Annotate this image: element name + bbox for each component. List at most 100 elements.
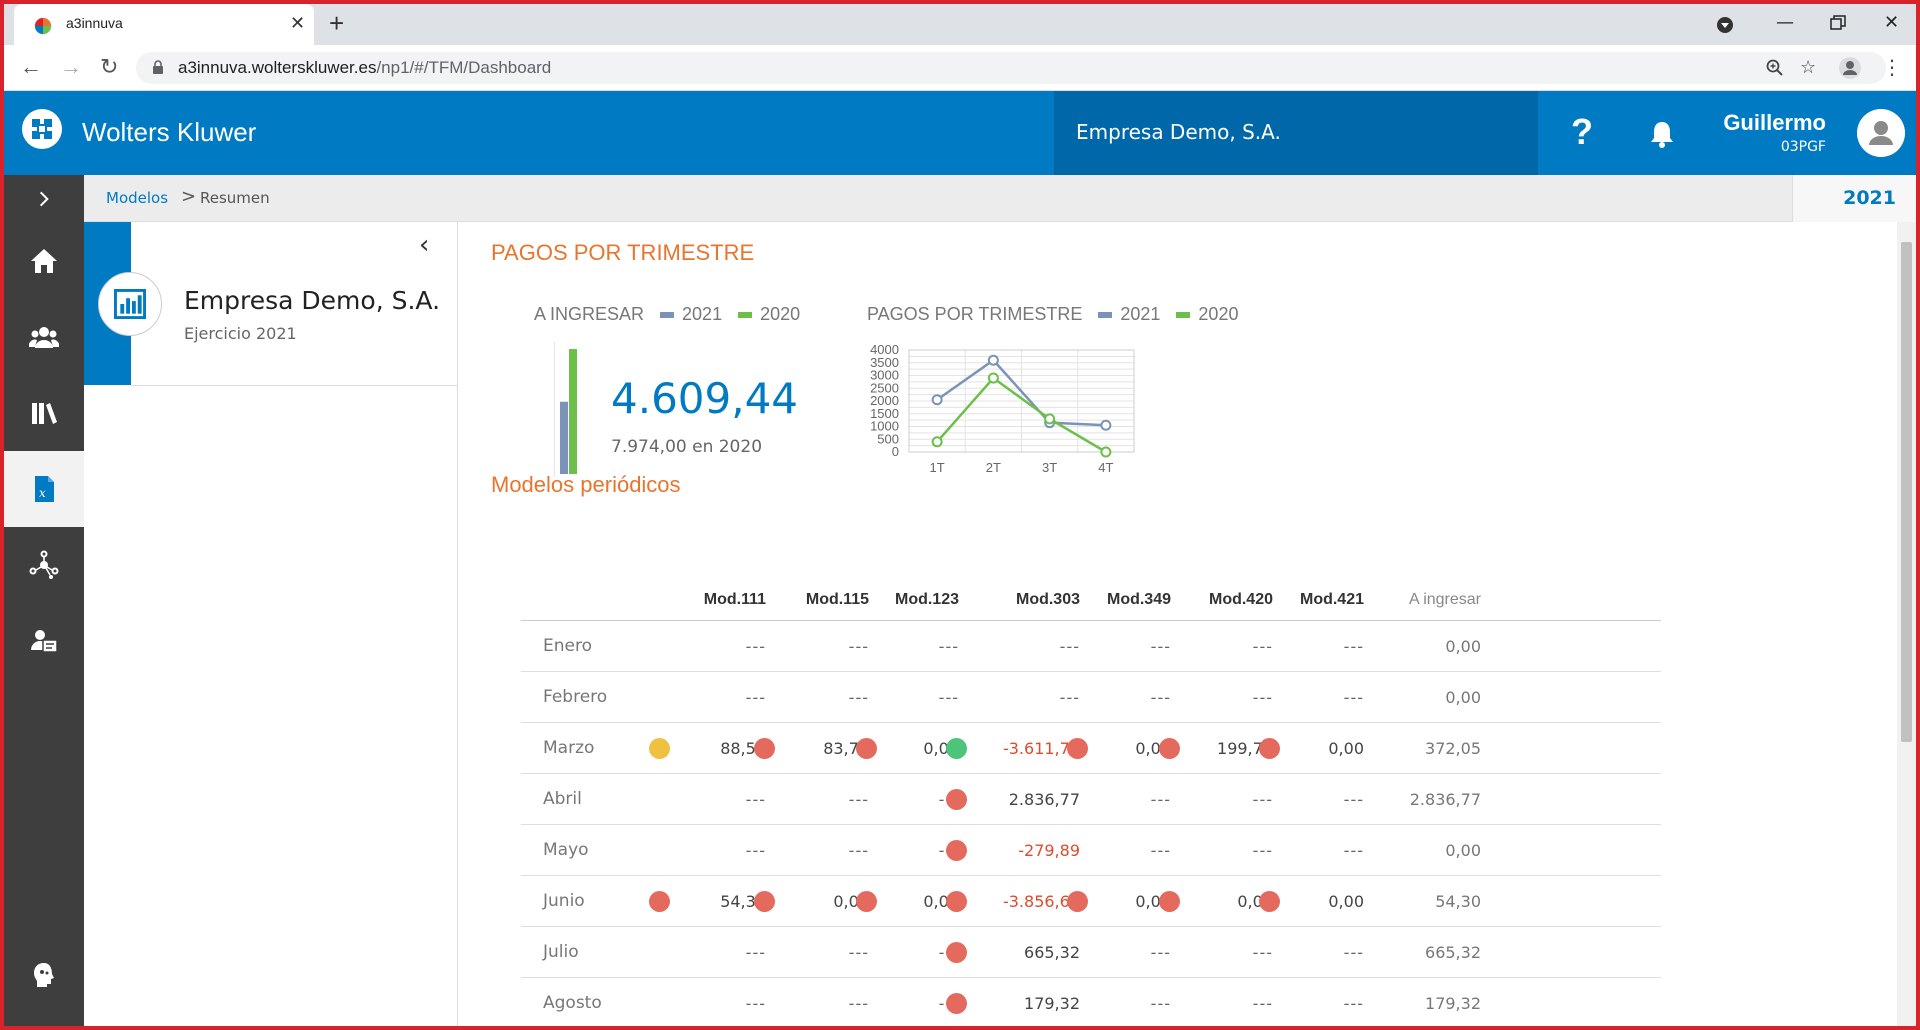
table-row[interactable]: Mayo----------279,89---------0,00 — [521, 825, 1661, 876]
status-dot-red-icon[interactable] — [754, 891, 775, 912]
status-dot-red-icon[interactable] — [946, 891, 967, 912]
status-dot-red-icon[interactable] — [856, 738, 877, 759]
table-row[interactable]: Julio---------665,32---------665,32 — [521, 927, 1661, 978]
month-label: Junio — [543, 891, 585, 911]
minimize-icon[interactable]: — — [1776, 12, 1794, 33]
tab-close-icon[interactable]: ✕ — [290, 13, 306, 34]
browser-tab[interactable]: a3innuva ✕ — [14, 4, 314, 45]
books-icon — [32, 403, 57, 424]
ingresar-previous: 7.974,00 en 2020 — [611, 437, 763, 457]
status-dot-red-icon[interactable] — [856, 891, 877, 912]
y-tick-label: 1500 — [870, 406, 899, 421]
periodic-models-table: Mod.111 Mod.115 Mod.123 Mod.303 Mod.349 Mod.4… — [521, 580, 1661, 1026]
cell-mod115: --- — [848, 942, 869, 962]
cell-mod303: -279,89 — [1018, 840, 1080, 860]
status-dot-red-icon[interactable] — [946, 840, 967, 861]
y-tick-label: 4000 — [870, 342, 899, 357]
table-header: Mod.111 Mod.115 Mod.123 Mod.303 Mod.349 Mod.4… — [521, 580, 1661, 621]
sidebar-item-network[interactable] — [4, 527, 84, 603]
restore-icon[interactable] — [1830, 15, 1846, 31]
contacts-icon — [31, 630, 58, 653]
cell-mod421: --- — [1343, 789, 1364, 809]
cell-mod111: --- — [745, 687, 766, 707]
status-dot-yellow-icon[interactable] — [649, 738, 670, 759]
cell-mod303: 2.836,77 — [1008, 789, 1080, 809]
month-label: Enero — [543, 636, 592, 656]
table-row[interactable]: Marzo 88,50 83,79 0,00 -3.611,77 0,00 199,76 0,… — [521, 723, 1661, 774]
breadcrumb-models-link[interactable]: Modelos — [106, 189, 169, 207]
url-input[interactable]: a3innuva.wolterskluwer.es/np1/#/TFM/Dash… — [136, 52, 1886, 84]
table-row[interactable]: Junio 54,30 0,00 0,00 -3.856,63 0,00 0,00 0,00 5… — [521, 876, 1661, 927]
status-dot-red-icon[interactable] — [946, 942, 967, 963]
column-header-mod303: Mod.303 — [1015, 591, 1080, 608]
breadcrumb-separator-icon: > — [181, 186, 197, 207]
url-text: a3innuva.wolterskluwer.es/np1/#/TFM/Dash… — [178, 58, 551, 78]
table-row[interactable]: Agosto---------179,32---------179,32 — [521, 978, 1661, 1026]
status-dot-red-icon[interactable] — [1067, 738, 1088, 759]
bookmark-star-icon[interactable]: ☆ — [1800, 57, 1817, 78]
zoom-icon[interactable] — [1766, 59, 1784, 77]
back-icon[interactable]: ← — [20, 54, 42, 79]
status-dot-green-icon[interactable] — [946, 738, 967, 759]
scrollbar-thumb[interactable] — [1901, 242, 1912, 742]
forward-icon[interactable]: → — [60, 54, 82, 79]
chevron-right-icon — [39, 191, 49, 207]
reload-icon[interactable]: ↻ — [100, 54, 119, 79]
profile-menu-icon[interactable] — [1716, 16, 1734, 34]
status-dot-red-icon[interactable] — [754, 738, 775, 759]
status-dot-red-icon[interactable] — [1259, 891, 1280, 912]
cell-mod420: --- — [1252, 993, 1273, 1013]
table-row[interactable]: Febrero --- --- --- --- --- --- --- 0,00 — [521, 672, 1661, 723]
cell-a-ingresar: 0,00 — [1445, 687, 1481, 707]
status-dot-red-icon[interactable] — [946, 993, 967, 1014]
cell-mod349: --- — [1150, 942, 1171, 962]
account-icon[interactable] — [1838, 56, 1862, 80]
month-label: Febrero — [543, 687, 608, 707]
sidebar-item-contacts[interactable] — [4, 603, 84, 679]
status-dot-red-icon[interactable] — [1259, 738, 1280, 759]
tab-title: a3innuva — [66, 15, 123, 31]
x-tick-label: 3T — [1042, 460, 1057, 472]
help-icon[interactable]: ? — [1571, 111, 1593, 152]
x-tick-label: 1T — [930, 460, 945, 472]
table-row[interactable]: Enero --- --- --- --- --- --- --- 0,00 — [521, 621, 1661, 672]
status-dot-red-icon[interactable] — [1159, 891, 1180, 912]
line-chart-legend: PAGOS POR TRIMESTRE 2021 2020 — [867, 304, 1238, 325]
sidebar-item-home[interactable] — [4, 223, 84, 299]
plot-area — [908, 349, 1135, 453]
legend-series-2021: 2021 — [1120, 304, 1161, 324]
legend-2020: 2020 — [760, 304, 801, 324]
browser-menu-icon[interactable]: ⋮ — [1882, 55, 1902, 79]
year-value: 2021 — [1843, 187, 1896, 209]
svg-text:x: x — [39, 486, 46, 500]
cell-mod115: --- — [848, 789, 869, 809]
avatar[interactable] — [1857, 109, 1905, 157]
data-point-2020 — [1044, 413, 1056, 425]
status-dot-red-icon[interactable] — [1159, 738, 1180, 759]
scrollbar[interactable] — [1897, 222, 1916, 1026]
status-dot-red-icon[interactable] — [946, 789, 967, 810]
sidebar-item-tax-models[interactable]: x — [4, 451, 84, 527]
status-dot-red-icon[interactable] — [1067, 891, 1088, 912]
sidebar-expand-button[interactable] — [4, 175, 84, 223]
column-header-mod420: Mod.420 — [1208, 591, 1273, 608]
close-window-icon[interactable]: ✕ — [1884, 12, 1900, 33]
status-dot-red-icon[interactable] — [649, 891, 670, 912]
sidebar-item-library[interactable] — [4, 375, 84, 451]
sidebar-item-clients[interactable] — [4, 299, 84, 375]
panel-company-name: Empresa Demo, S.A. — [184, 286, 441, 315]
sidebar-item-assistant[interactable] — [4, 937, 84, 1013]
legend-2021: 2021 — [682, 304, 723, 324]
notifications-bell-icon[interactable] — [1647, 119, 1677, 149]
collapse-panel-icon[interactable]: ‹ — [419, 230, 430, 260]
y-tick-label: 2000 — [870, 393, 899, 408]
ingresar-value: 4.609,44 — [611, 374, 799, 423]
year-selector[interactable]: 2021 — [1792, 175, 1916, 222]
new-tab-icon[interactable]: + — [329, 8, 345, 38]
company-selector[interactable]: Empresa Demo, S.A. — [1054, 91, 1538, 175]
table-row[interactable]: Abril---------2.836,77---------2.836,77 — [521, 774, 1661, 825]
user-name[interactable]: Guillermo — [1723, 110, 1826, 135]
x-tick-label: 4T — [1098, 460, 1113, 472]
